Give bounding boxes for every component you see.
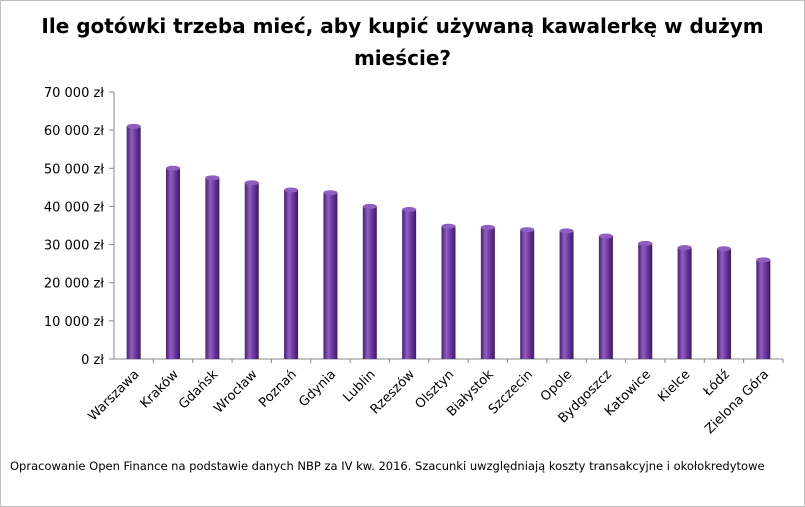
bar-top (638, 240, 653, 246)
x-tick-label: Opole (538, 367, 576, 405)
bar-top (205, 175, 220, 181)
y-tick-label: 30 000 zł (44, 239, 104, 254)
x-tick-label: Gdynia (296, 367, 339, 410)
bar-top (166, 165, 181, 171)
bar (756, 259, 771, 359)
bar-top (244, 180, 259, 186)
x-tick-label: Poznań (256, 367, 300, 411)
bar (480, 227, 495, 359)
bar (638, 243, 653, 359)
bar-top (598, 233, 613, 239)
bar-top (716, 246, 731, 252)
y-tick-label: 20 000 zł (44, 277, 104, 292)
bar (362, 206, 377, 359)
bar-top (362, 203, 377, 209)
y-tick-label: 50 000 zł (44, 162, 104, 177)
y-tick-label: 40 000 zł (44, 200, 104, 215)
bar-top (677, 245, 692, 251)
bar-top (559, 228, 574, 234)
bar-top (126, 123, 141, 129)
bar (126, 126, 141, 359)
bar (677, 247, 692, 359)
y-tick-label: 0 zł (81, 353, 104, 368)
x-tick-label: Kraków (138, 367, 182, 411)
source-note: Opracowanie Open Finance na podstawie da… (10, 459, 765, 473)
chart-title: Ile gotówki trzeba mieć, aby kupić używa… (41, 14, 764, 70)
bars (126, 123, 771, 359)
x-tick-label: Lublin (340, 367, 378, 405)
x-tick-label: Warszawa (86, 367, 143, 424)
bar-top (756, 257, 771, 263)
bar (323, 192, 338, 359)
bar (598, 236, 613, 359)
bar (205, 177, 220, 359)
bar-top (480, 224, 495, 230)
y-tick-label: 60 000 zł (44, 124, 104, 139)
y-axis-ticks: 0 zł 10 000 zł 20 000 zł 30 000 zł 40 000 zł… (44, 86, 114, 368)
x-tick-label: Kielce (655, 367, 693, 405)
bar-top (402, 206, 417, 212)
bar (166, 168, 181, 359)
bar (244, 182, 259, 359)
y-tick-label: 10 000 zł (44, 315, 104, 330)
bar (441, 226, 456, 359)
bar (559, 230, 574, 359)
bar-top (441, 223, 456, 229)
bar (284, 190, 299, 359)
bar (402, 209, 417, 359)
bar (716, 248, 731, 359)
y-tick-label: 70 000 zł (44, 86, 104, 101)
bar-top (323, 190, 338, 196)
bar (520, 229, 535, 359)
x-tick-label: Wrocław (211, 367, 261, 417)
bar-top (520, 227, 535, 233)
bar-top (284, 187, 299, 193)
x-tick-label: Łódź (700, 367, 733, 400)
